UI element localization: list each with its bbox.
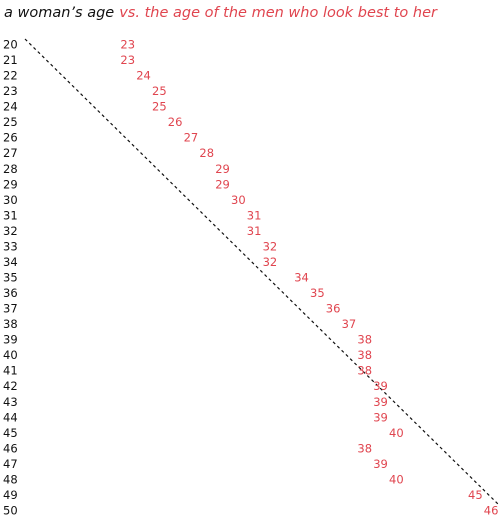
row-label: 49 — [3, 488, 18, 502]
row-label: 37 — [3, 302, 18, 316]
data-label: 30 — [231, 193, 246, 207]
row-label: 34 — [3, 255, 18, 269]
data-label: 28 — [199, 146, 214, 160]
row-label: 31 — [3, 208, 18, 222]
data-label: 27 — [184, 131, 199, 145]
subtitle: vs. the age of the men who look best to … — [119, 5, 438, 21]
data-label: 31 — [247, 224, 262, 238]
row-label: 33 — [3, 239, 18, 253]
data-label: 25 — [152, 84, 167, 98]
row-label: 41 — [3, 364, 18, 378]
data-label: 29 — [215, 162, 230, 176]
data-label: 38 — [357, 333, 372, 347]
row-label: 46 — [3, 441, 18, 455]
data-label: 40 — [389, 472, 404, 486]
chart-title: a woman’s age vs. the age of the men who … — [4, 5, 438, 21]
title: a woman’s age — [4, 5, 114, 21]
row-label: 20 — [3, 38, 18, 52]
row-label: 23 — [3, 84, 18, 98]
row-label: 36 — [3, 286, 18, 300]
data-label: 39 — [373, 410, 388, 424]
row-label: 24 — [3, 100, 18, 114]
data-label: 23 — [120, 53, 135, 67]
row-label: 40 — [3, 348, 18, 362]
data-label: 25 — [152, 100, 167, 114]
row-label: 26 — [3, 131, 18, 145]
data-label: 38 — [357, 441, 372, 455]
row-label: 27 — [3, 146, 18, 160]
data-label: 46 — [484, 504, 499, 518]
data-label: 34 — [294, 271, 309, 285]
row-label: 39 — [3, 333, 18, 347]
row-label: 28 — [3, 162, 18, 176]
data-label: 37 — [342, 317, 357, 331]
row-label: 30 — [3, 193, 18, 207]
data-label: 36 — [326, 302, 341, 316]
row-label: 25 — [3, 115, 18, 129]
row-label: 45 — [3, 426, 18, 440]
data-label: 31 — [247, 208, 262, 222]
row-label: 21 — [3, 53, 18, 67]
row-label: 29 — [3, 177, 18, 191]
row-label: 42 — [3, 379, 18, 393]
data-label: 32 — [263, 255, 278, 269]
data-label: 38 — [357, 348, 372, 362]
data-label: 39 — [373, 395, 388, 409]
data-label: 35 — [310, 286, 325, 300]
data-label: 29 — [215, 177, 230, 191]
data-label: 24 — [136, 69, 151, 83]
row-label: 35 — [3, 271, 18, 285]
data-label: 38 — [357, 364, 372, 378]
data-label: 39 — [373, 379, 388, 393]
row-label: 38 — [3, 317, 18, 331]
data-label: 45 — [468, 488, 483, 502]
row-label: 44 — [3, 410, 18, 424]
data-label: 26 — [168, 115, 183, 129]
row-label: 22 — [3, 69, 18, 83]
data-label: 39 — [373, 457, 388, 471]
row-label: 43 — [3, 395, 18, 409]
diagonal — [24, 38, 500, 506]
data-label: 23 — [120, 38, 135, 52]
row-label: 48 — [3, 472, 18, 486]
row-label: 47 — [3, 457, 18, 471]
data-label: 32 — [263, 239, 278, 253]
row-label: 32 — [3, 224, 18, 238]
data-label: 40 — [389, 426, 404, 440]
row-label: 50 — [3, 504, 18, 518]
